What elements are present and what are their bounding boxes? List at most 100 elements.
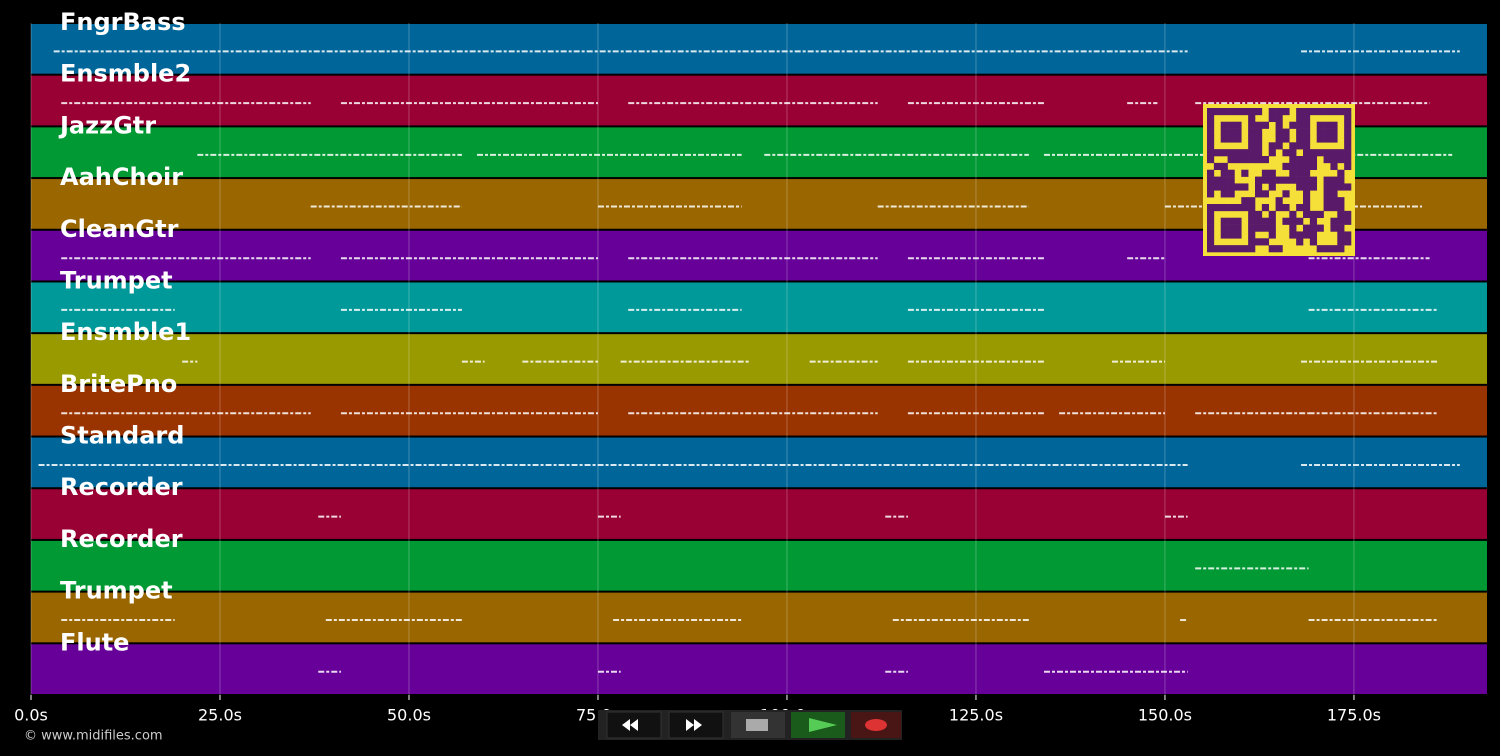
qr-cell xyxy=(1309,238,1318,246)
qr-cell xyxy=(1316,108,1324,116)
qr-cell xyxy=(1337,224,1345,232)
qr-cell xyxy=(1227,245,1235,253)
track-lane xyxy=(31,334,1487,384)
record-icon xyxy=(865,719,887,731)
qr-cell xyxy=(1268,183,1276,191)
qr-cell xyxy=(1261,156,1270,164)
qr-cell xyxy=(1227,224,1235,232)
qr-cell xyxy=(1227,135,1235,143)
qr-cell xyxy=(1296,108,1304,116)
qr-cell xyxy=(1337,176,1345,184)
qr-cell xyxy=(1268,176,1276,184)
qr-cell xyxy=(1323,135,1331,143)
x-tick-label: 125.0s xyxy=(949,706,1003,725)
qr-cell xyxy=(1316,149,1324,157)
qr-cell xyxy=(1296,128,1304,136)
qr-cell xyxy=(1220,108,1228,116)
qr-cell xyxy=(1220,245,1228,253)
qr-cell xyxy=(1220,217,1228,225)
qr-cell xyxy=(1344,210,1352,219)
qr-cell xyxy=(1207,142,1215,150)
qr-cell xyxy=(1241,197,1249,205)
qr-cell xyxy=(1220,149,1228,157)
qr-cell xyxy=(1207,245,1215,253)
qr-cell xyxy=(1234,245,1242,253)
qr-cell xyxy=(1323,197,1331,205)
qr-cell xyxy=(1227,108,1235,116)
qr-cell xyxy=(1227,128,1235,136)
qr-cell xyxy=(1248,135,1256,143)
qr-cell xyxy=(1275,108,1283,116)
qr-cell xyxy=(1227,169,1235,177)
qr-cell xyxy=(1337,245,1345,253)
qr-cell xyxy=(1296,238,1304,246)
qr-cell xyxy=(1255,190,1263,198)
track-name: Trumpet xyxy=(60,577,173,605)
qr-cell xyxy=(1213,162,1222,171)
qr-cell xyxy=(1330,197,1338,205)
qr-cell xyxy=(1275,121,1283,129)
x-tick-label: 50.0s xyxy=(387,706,431,725)
qr-cell xyxy=(1207,149,1215,157)
qr-cell xyxy=(1344,156,1352,164)
track-lane xyxy=(31,385,1487,436)
play-icon xyxy=(809,718,837,732)
qr-cell xyxy=(1207,224,1215,232)
qr-cell xyxy=(1227,149,1235,157)
qr-cell xyxy=(1268,224,1276,232)
qr-cell xyxy=(1207,176,1215,184)
qr-cell xyxy=(1220,183,1228,191)
qr-cell xyxy=(1227,176,1235,184)
qr-cell xyxy=(1296,142,1304,150)
qr-cell xyxy=(1220,128,1228,136)
qr-cell xyxy=(1261,217,1270,225)
qr-cell xyxy=(1248,204,1256,212)
track-lane xyxy=(31,592,1487,643)
qr-cell xyxy=(1330,183,1338,191)
qr-cell xyxy=(1303,142,1311,150)
qr-cell xyxy=(1261,121,1270,129)
qr-cell xyxy=(1296,204,1304,212)
qr-cell xyxy=(1296,114,1304,123)
qr-cell xyxy=(1289,149,1297,157)
qr-cell xyxy=(1316,245,1324,253)
qr-cell xyxy=(1337,197,1345,205)
track-lane xyxy=(31,540,1487,591)
qr-cell xyxy=(1248,108,1256,116)
qr-cell xyxy=(1303,224,1311,232)
track-name: Flute xyxy=(60,628,129,656)
track-name: JazzGtr xyxy=(58,111,156,139)
qr-cell xyxy=(1248,245,1256,253)
qr-cell xyxy=(1213,245,1222,253)
qr-cell xyxy=(1337,204,1345,212)
qr-cell xyxy=(1337,169,1345,177)
qr-cell xyxy=(1255,121,1263,129)
track-name: Standard xyxy=(60,422,184,450)
qr-cell xyxy=(1248,197,1256,205)
track-name: AahChoir xyxy=(60,163,183,191)
qr-cell xyxy=(1227,204,1235,212)
qr-cell xyxy=(1220,135,1228,143)
qr-cell xyxy=(1241,149,1249,157)
qr-cell xyxy=(1309,156,1318,164)
qr-cell xyxy=(1303,231,1311,239)
qr-cell xyxy=(1296,183,1304,191)
qr-cell xyxy=(1234,204,1242,212)
qr-cell xyxy=(1220,190,1228,198)
qr-cell xyxy=(1261,190,1270,198)
qr-cell xyxy=(1248,231,1256,239)
qr-cell xyxy=(1330,190,1338,198)
qr-cell xyxy=(1303,162,1311,171)
qr-cell xyxy=(1268,169,1276,177)
qr-cell xyxy=(1344,114,1352,123)
qr-cell xyxy=(1296,231,1304,239)
track-lane xyxy=(31,489,1487,539)
qr-cell xyxy=(1248,128,1256,136)
qr-cell xyxy=(1330,121,1338,129)
qr-cell xyxy=(1207,217,1215,225)
qr-cell xyxy=(1268,149,1276,157)
qr-cell xyxy=(1227,231,1235,239)
x-tick-label: 0.0s xyxy=(14,706,48,725)
qr-cell xyxy=(1241,245,1249,253)
